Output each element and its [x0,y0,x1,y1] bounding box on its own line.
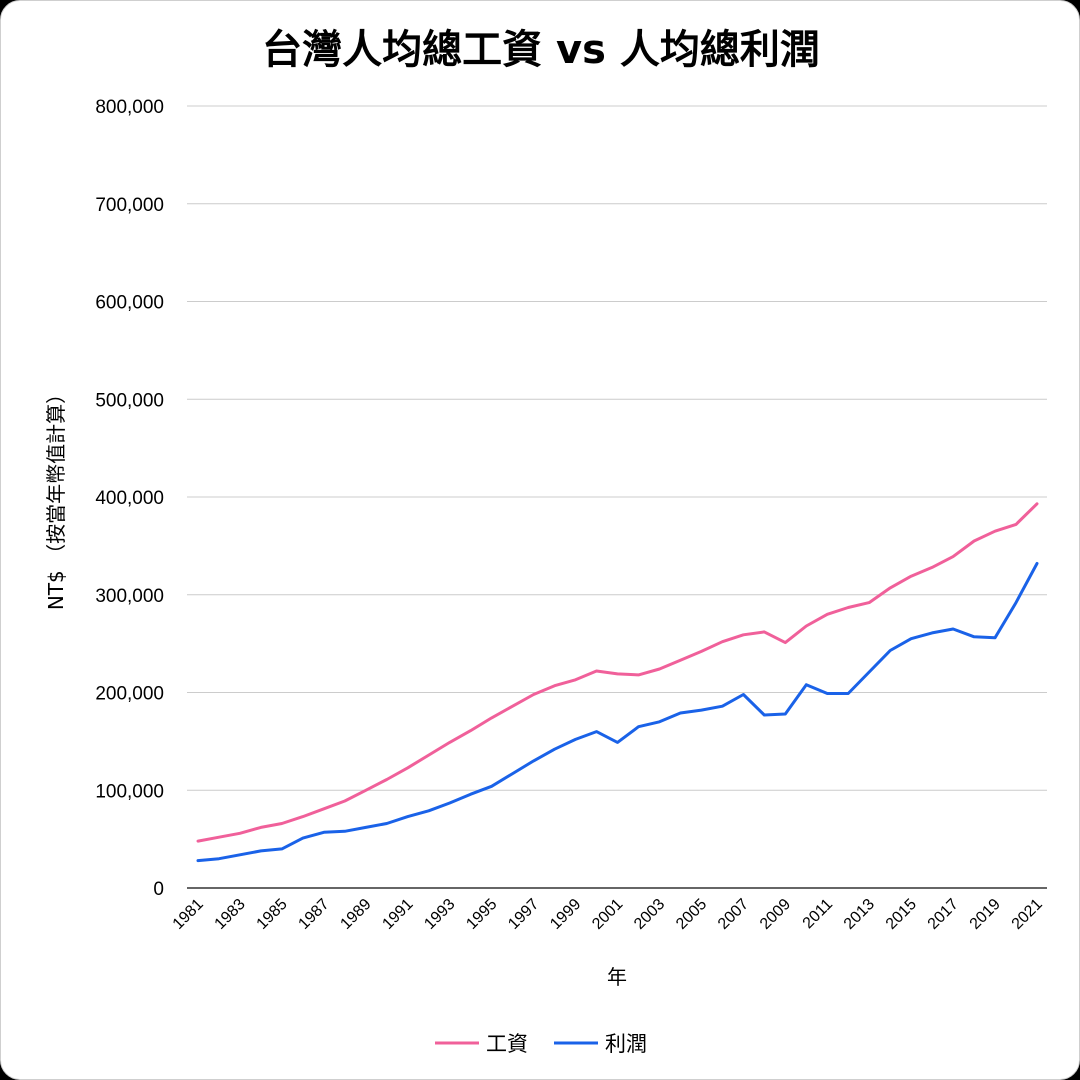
x-tick-label: 2003 [631,896,668,933]
series-line [196,502,1039,843]
y-tick-label: 400,000 [95,488,164,509]
series-line [196,562,1039,863]
x-tick-label: 1983 [212,896,249,933]
x-tick-label: 2009 [757,896,794,933]
x-tick-label: 1987 [295,896,332,933]
legend: 工資 利潤 [435,1032,647,1056]
y-tick-label: 600,000 [95,293,164,314]
x-tick-label: 2007 [715,896,752,933]
y-tick-label: 500,000 [95,390,164,411]
x-axis-ticks: 1981 1983 1985 1987 1989 1991 1993 1995 1997 1999… [170,896,1046,933]
x-tick-label: 1993 [421,896,458,933]
x-tick-label: 2013 [841,896,878,933]
x-tick-label: 2021 [1009,896,1046,933]
x-tick-label: 1991 [379,896,416,933]
x-tick-label: 2011 [800,896,836,932]
legend-label: 工資 [486,1032,528,1056]
x-tick-label: 1985 [254,896,291,933]
x-tick-label: 2001 [589,896,626,933]
x-axis-label: 年 [607,965,627,989]
y-tick-label: 0 [153,879,164,900]
legend-label: 利潤 [605,1032,647,1056]
y-axis-label: NT$ （按當年幣值計算） [44,384,68,610]
y-tick-label: 100,000 [95,781,164,802]
y-tick-label: 800,000 [95,97,164,118]
y-axis-ticks: 0 100,000 200,000 300,000 400,000 500,000 600,… [95,97,164,900]
x-tick-label: 1995 [463,896,500,933]
x-tick-label: 1989 [337,896,374,933]
y-tick-label: 700,000 [95,195,164,216]
y-tick-label: 200,000 [95,684,164,705]
x-tick-label: 2015 [883,896,920,933]
series-lines [196,502,1039,863]
x-tick-label: 2019 [967,896,1004,933]
legend-item: 工資 [435,1032,528,1056]
x-tick-label: 2005 [673,896,710,933]
chart-title: 台灣人均總工資 vs 人均總利潤 [262,27,820,73]
legend-item: 利潤 [554,1032,647,1056]
x-tick-label: 1981 [170,896,207,933]
x-tick-label: 1999 [547,896,584,933]
x-tick-label: 1997 [505,896,542,933]
gridlines [187,105,1047,889]
y-tick-label: 300,000 [95,586,164,607]
x-tick-label: 2017 [925,896,962,933]
